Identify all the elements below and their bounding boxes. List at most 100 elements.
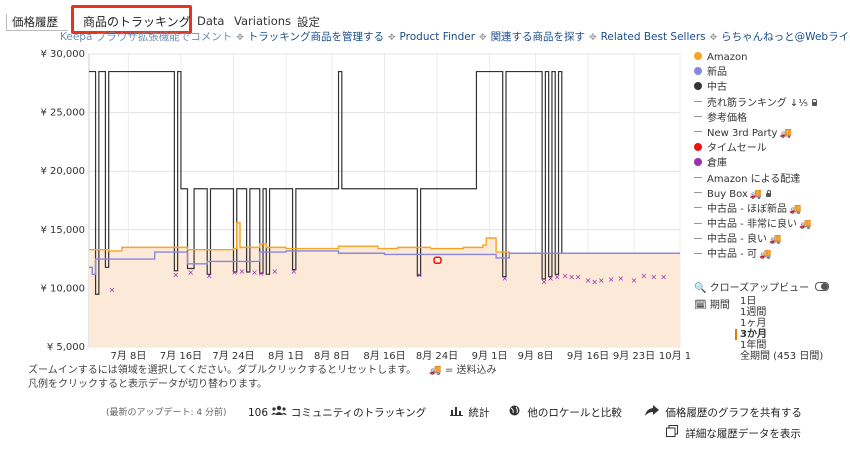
header-link[interactable]: Keepa ブラウザ拡張機能でコメント	[60, 31, 233, 43]
warehouse-point: ×	[562, 272, 569, 281]
x-tick-label: 9月 8日	[518, 350, 554, 362]
legend-item[interactable]: タイムセール	[694, 141, 850, 156]
period-option[interactable]: 1日	[740, 296, 757, 307]
legend-label: New 3rd Party	[707, 127, 778, 139]
lock-icon	[766, 189, 772, 197]
series-line-amazon	[89, 222, 680, 254]
detailed-history-link[interactable]: 詳細な履歴データを表示	[666, 425, 801, 441]
tab-product-tracking-highlighted[interactable]: 商品のトラッキング	[71, 5, 192, 34]
link-separator-icon: ✥	[479, 33, 487, 43]
tab-settings[interactable]: 設定	[297, 15, 320, 29]
compare-locales-link[interactable]: 他のロケールと比較	[509, 405, 622, 420]
legend-label: 新品	[707, 67, 727, 79]
header-link[interactable]: 関連する商品を探す	[490, 31, 586, 43]
legend-item[interactable]: 中古品 - ほぼ新品 🚚	[694, 202, 850, 217]
header-link[interactable]: らちゃんねっと@Webライター	[721, 31, 850, 43]
legend-item[interactable]: Amazon	[694, 50, 850, 65]
legend-label: 中古品 - 可	[707, 249, 757, 261]
y-tick-label: ¥ 15,000	[40, 225, 85, 236]
tab-data[interactable]: Data	[197, 14, 225, 28]
closeup-view-toggle[interactable]: 🔍 クローズアップビュー	[694, 279, 830, 294]
y-tick-label: ¥ 10,000	[40, 283, 85, 294]
community-count: 106	[248, 407, 269, 419]
legend-dot-icon	[694, 67, 702, 76]
warehouse-point: ×	[585, 276, 592, 285]
legend-label: Amazon による配達	[707, 173, 801, 185]
period-option[interactable]: 全期間 (453 日間)	[740, 351, 824, 362]
x-tick-label: 10月 1日	[659, 350, 690, 362]
period-option[interactable]: 3か月	[740, 329, 767, 340]
truck-icon: 🚚	[779, 127, 792, 139]
share-graph-link[interactable]: 価格履歴のグラフを共有する	[645, 405, 802, 420]
last-update: (最新のアップデート: 4 分前)	[106, 408, 227, 418]
toggle-switch-icon[interactable]	[815, 282, 830, 291]
legend-item[interactable]: Buy Box 🚚	[694, 187, 850, 202]
legend-label: タイムセール	[707, 143, 767, 155]
warehouse-point: ×	[271, 267, 278, 276]
period-option[interactable]: 1年間	[740, 340, 767, 351]
community-tracking-link[interactable]: 106 コミュニティのトラッキング	[248, 405, 426, 420]
warehouse-point: ×	[416, 270, 423, 279]
legend-item[interactable]: 中古品 - 可 🚚	[694, 247, 850, 262]
x-tick-label: 7月 24日	[212, 350, 254, 362]
zoom-hint: ズームインするには領域を選択してください。ダブルクリックするとリセットします。	[28, 365, 417, 376]
legend-item[interactable]: 倉庫	[694, 156, 850, 171]
legend-item[interactable]: 売れ筋ランキング ↓⅕	[694, 96, 850, 111]
legend-item[interactable]: 中古品 - 非常に良い 🚚	[694, 217, 850, 232]
link-bar: Keepa ブラウザ拡張機能でコメント ✥ トラッキング商品を管理する ✥ Produc…	[60, 29, 850, 43]
price-history-chart[interactable]: ¥ 30,000 ¥ 25,000 ¥ 20,000 ¥ 15,000 ¥ 10,000…	[0, 40, 690, 362]
legend-item[interactable]: 参考価格	[694, 111, 850, 126]
truck-icon: 🚚	[758, 249, 772, 261]
tab-price-history[interactable]: 価格履歴	[12, 15, 58, 29]
legend-dash-icon	[694, 192, 702, 194]
compare-locales-label: 他のロケールと比較	[527, 407, 622, 419]
link-separator-icon: ✥	[387, 33, 396, 43]
series-line-used	[89, 70, 680, 295]
x-tick-label: 7月 8日	[110, 350, 146, 362]
tab-variations[interactable]: Variations	[234, 14, 292, 28]
statistics-link[interactable]: 統計	[450, 405, 489, 420]
legend-label: 中古品 - ほぼ新品	[707, 203, 787, 215]
magnifier-icon: 🔍	[694, 283, 707, 294]
warehouse-point: ×	[598, 276, 605, 285]
period-option[interactable]: 1週間	[740, 307, 767, 318]
x-tick-label: 8月 8日	[314, 350, 350, 362]
legend-dash-icon	[694, 101, 702, 103]
warehouse-point: ×	[650, 273, 657, 282]
header-link[interactable]: Related Best Sellers	[600, 31, 706, 43]
warehouse-point: ×	[251, 268, 258, 277]
legend-item[interactable]: Amazon による配達	[694, 172, 850, 187]
legend-label: 中古品 - 良い	[707, 234, 767, 246]
warehouse-point: ×	[239, 267, 246, 276]
legend-dash-icon	[694, 237, 702, 239]
tab-bar: 価格履歴 商品のトラッキング Data Variations 設定	[0, 0, 850, 34]
warehouse-point: ×	[541, 277, 548, 286]
header-link[interactable]: Product Finder	[399, 31, 476, 43]
legend-dash-icon	[694, 252, 702, 254]
period-label: 🗓 期間	[694, 300, 730, 311]
warehouse-point: ×	[172, 270, 179, 279]
warehouse-point: ×	[501, 274, 508, 283]
truck-icon: 🚚	[798, 219, 812, 231]
y-tick-label: ¥ 25,000	[40, 108, 85, 119]
legend-label: 参考価格	[707, 112, 747, 124]
legend-dot-icon	[694, 52, 702, 60]
chart-notes: ズームインするには領域を選択してください。ダブルクリックするとリセットします。 …	[28, 364, 497, 392]
legend-item[interactable]: 中古	[694, 80, 850, 95]
chart-legend: Amazon 新品 中古 売れ筋ランキング ↓⅕ 参考価格 New 3rd Party 🚚 タ…	[694, 50, 850, 263]
legend-item[interactable]: 中古品 - 良い 🚚	[694, 232, 850, 247]
legend-dot-icon	[694, 158, 702, 167]
legend-hint: 凡例をクリックすると表示データが切り替わります。	[28, 379, 267, 390]
period-option[interactable]: 1ヶ月	[740, 318, 767, 329]
legend-item[interactable]: New 3rd Party 🚚	[694, 126, 850, 141]
shipping-included-note: = 送料込み	[444, 365, 497, 376]
legend-label: 中古	[707, 82, 727, 94]
legend-dash-icon	[694, 222, 702, 224]
bar-chart-icon	[450, 406, 465, 419]
y-tick-label: ¥ 30,000	[40, 49, 85, 60]
header-link[interactable]: トラッキング商品を管理する	[247, 31, 384, 43]
x-tick-label: 7月 16日	[160, 350, 202, 362]
legend-dash-icon	[694, 116, 702, 118]
legend-item[interactable]: 新品	[694, 65, 850, 80]
truck-icon: 🚚	[429, 365, 442, 376]
